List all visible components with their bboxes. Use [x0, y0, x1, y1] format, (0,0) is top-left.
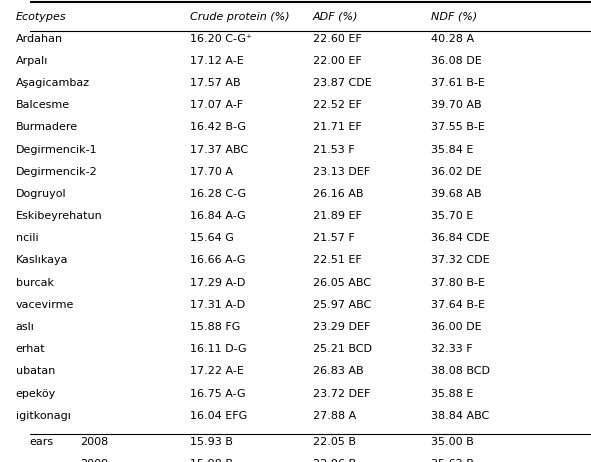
Text: 37.61 B-E: 37.61 B-E [431, 78, 485, 88]
Text: 2009: 2009 [80, 459, 108, 462]
Text: 27.88 A: 27.88 A [313, 411, 356, 421]
Text: 21.57 F: 21.57 F [313, 233, 355, 243]
Text: Burmadere: Burmadere [15, 122, 77, 133]
Text: 16.84 A-G: 16.84 A-G [190, 211, 245, 221]
Text: 17.12 A-E: 17.12 A-E [190, 56, 243, 66]
Text: Ecotypes: Ecotypes [15, 12, 66, 22]
Text: 16.75 A-G: 16.75 A-G [190, 389, 245, 399]
Text: ubatan: ubatan [15, 366, 55, 377]
Text: 35.62 B: 35.62 B [431, 459, 474, 462]
Text: 35.84 E: 35.84 E [431, 145, 473, 155]
Text: 17.37 ABC: 17.37 ABC [190, 145, 248, 155]
Text: 36.08 DE: 36.08 DE [431, 56, 482, 66]
Text: 22.96 B: 22.96 B [313, 459, 356, 462]
Text: Kaslıkaya: Kaslıkaya [15, 255, 68, 266]
Text: 16.42 B-G: 16.42 B-G [190, 122, 246, 133]
Text: 21.89 EF: 21.89 EF [313, 211, 362, 221]
Text: 39.70 AB: 39.70 AB [431, 100, 482, 110]
Text: 2008: 2008 [80, 437, 108, 447]
Text: 35.00 B: 35.00 B [431, 437, 474, 447]
Text: 38.08 BCD: 38.08 BCD [431, 366, 490, 377]
Text: 16.28 C-G: 16.28 C-G [190, 189, 246, 199]
Text: 17.57 AB: 17.57 AB [190, 78, 240, 88]
Text: 26.16 AB: 26.16 AB [313, 189, 363, 199]
Text: 36.84 CDE: 36.84 CDE [431, 233, 489, 243]
Text: 17.07 A-F: 17.07 A-F [190, 100, 243, 110]
Text: 16.66 A-G: 16.66 A-G [190, 255, 245, 266]
Text: 15.64 G: 15.64 G [190, 233, 233, 243]
Text: 37.64 B-E: 37.64 B-E [431, 300, 485, 310]
Text: 37.55 B-E: 37.55 B-E [431, 122, 485, 133]
Text: 17.29 A-D: 17.29 A-D [190, 278, 245, 288]
Text: Arpalı: Arpalı [15, 56, 48, 66]
Text: Degirmencik-2: Degirmencik-2 [15, 167, 98, 177]
Text: 23.13 DEF: 23.13 DEF [313, 167, 370, 177]
Text: 22.60 EF: 22.60 EF [313, 34, 362, 44]
Text: 22.52 EF: 22.52 EF [313, 100, 362, 110]
Text: Ardahan: Ardahan [15, 34, 63, 44]
Text: 17.31 A-D: 17.31 A-D [190, 300, 245, 310]
Text: ncili: ncili [15, 233, 38, 243]
Text: 22.00 EF: 22.00 EF [313, 56, 362, 66]
Text: 16.04 EFG: 16.04 EFG [190, 411, 247, 421]
Text: 21.71 EF: 21.71 EF [313, 122, 362, 133]
Text: 23.29 DEF: 23.29 DEF [313, 322, 371, 332]
Text: erhat: erhat [15, 344, 45, 354]
Text: 36.02 DE: 36.02 DE [431, 167, 482, 177]
Text: 15.93 B: 15.93 B [190, 437, 232, 447]
Text: 37.32 CDE: 37.32 CDE [431, 255, 489, 266]
Text: 23.87 CDE: 23.87 CDE [313, 78, 372, 88]
Text: 35.70 E: 35.70 E [431, 211, 473, 221]
Text: 22.05 B: 22.05 B [313, 437, 356, 447]
Text: 16.11 D-G: 16.11 D-G [190, 344, 246, 354]
Text: ADF (%): ADF (%) [313, 12, 359, 22]
Text: 32.33 F: 32.33 F [431, 344, 473, 354]
Text: burcak: burcak [15, 278, 54, 288]
Text: ears: ears [30, 437, 54, 447]
Text: vacevirme: vacevirme [15, 300, 74, 310]
Text: 39.68 AB: 39.68 AB [431, 189, 482, 199]
Text: 15.88 FG: 15.88 FG [190, 322, 240, 332]
Text: Aşagicambaz: Aşagicambaz [15, 78, 90, 88]
Text: Degirmencik-1: Degirmencik-1 [15, 145, 97, 155]
Text: 15.98 B: 15.98 B [190, 459, 233, 462]
Text: 21.53 F: 21.53 F [313, 145, 355, 155]
Text: 23.72 DEF: 23.72 DEF [313, 389, 371, 399]
Text: epeköy: epeköy [15, 389, 56, 399]
Text: 22.51 EF: 22.51 EF [313, 255, 362, 266]
Text: 17.70 A: 17.70 A [190, 167, 233, 177]
Text: 25.21 BCD: 25.21 BCD [313, 344, 372, 354]
Text: 37.80 B-E: 37.80 B-E [431, 278, 485, 288]
Text: 35.88 E: 35.88 E [431, 389, 473, 399]
Text: Balcesme: Balcesme [15, 100, 70, 110]
Text: 17.22 A-E: 17.22 A-E [190, 366, 243, 377]
Text: 40.28 A: 40.28 A [431, 34, 474, 44]
Text: Crude protein (%): Crude protein (%) [190, 12, 289, 22]
Text: 26.05 ABC: 26.05 ABC [313, 278, 371, 288]
Text: igitkonagı: igitkonagı [15, 411, 70, 421]
Text: aslı: aslı [15, 322, 34, 332]
Text: 26.83 AB: 26.83 AB [313, 366, 363, 377]
Text: NDF (%): NDF (%) [431, 12, 478, 22]
Text: Eskibeyrehatun: Eskibeyrehatun [15, 211, 102, 221]
Text: 36.00 DE: 36.00 DE [431, 322, 482, 332]
Text: 25.97 ABC: 25.97 ABC [313, 300, 371, 310]
Text: 38.84 ABC: 38.84 ABC [431, 411, 489, 421]
Text: 16.20 C-G⁺: 16.20 C-G⁺ [190, 34, 251, 44]
Text: Dogruyol: Dogruyol [15, 189, 66, 199]
